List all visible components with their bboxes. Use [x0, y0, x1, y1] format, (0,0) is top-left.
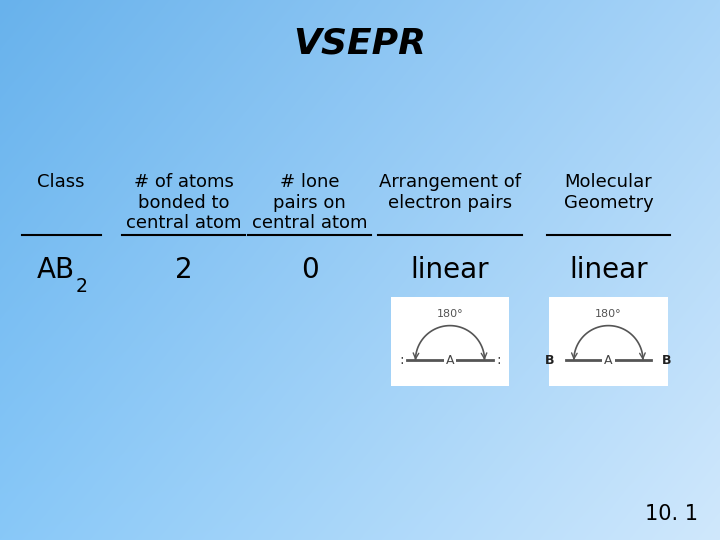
FancyBboxPatch shape [549, 297, 668, 386]
Text: linear: linear [410, 256, 490, 284]
Text: linear: linear [569, 256, 648, 284]
Text: # lone
pairs on
central atom: # lone pairs on central atom [252, 173, 367, 232]
Text: B: B [545, 354, 554, 367]
Text: B: B [662, 354, 672, 367]
Text: VSEPR: VSEPR [294, 27, 426, 61]
Text: A: A [604, 354, 613, 367]
Text: 180°: 180° [595, 309, 621, 319]
Text: 2: 2 [175, 256, 192, 284]
Text: :: : [399, 353, 404, 367]
Text: Arrangement of
electron pairs: Arrangement of electron pairs [379, 173, 521, 212]
Text: 0: 0 [301, 256, 318, 284]
Text: A: A [446, 354, 454, 367]
Text: Molecular
Geometry: Molecular Geometry [564, 173, 653, 212]
Text: # of atoms
bonded to
central atom: # of atoms bonded to central atom [126, 173, 241, 232]
Text: AB: AB [37, 256, 74, 284]
Text: 180°: 180° [437, 309, 463, 319]
FancyBboxPatch shape [390, 297, 510, 386]
Text: 2: 2 [76, 276, 87, 296]
Text: Class: Class [37, 173, 85, 191]
Text: 10. 1: 10. 1 [645, 504, 698, 524]
Text: :: : [496, 353, 501, 367]
